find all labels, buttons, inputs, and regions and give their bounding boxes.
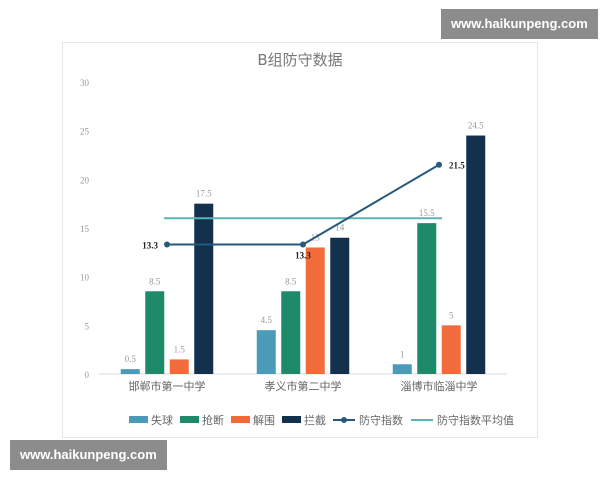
- bar-data-label: 14: [335, 223, 345, 233]
- index-point: [300, 241, 306, 248]
- bar-抢断: [417, 223, 437, 374]
- bar-解围: [169, 359, 189, 374]
- legend-swatch-拦截: [282, 416, 301, 423]
- bar-抢断: [145, 291, 165, 374]
- bar-解围: [441, 325, 461, 374]
- legend-swatch-解围: [231, 416, 250, 423]
- bar-data-label: 1: [400, 349, 405, 359]
- x-tick-label: 邯郸市第一中学: [129, 379, 206, 393]
- y-tick-label: 30: [80, 78, 90, 88]
- bar-data-label: 15.5: [419, 208, 435, 218]
- bar-data-label: 8.5: [285, 276, 297, 286]
- bar-解围: [305, 247, 325, 374]
- bar-失球: [256, 330, 276, 374]
- legend-label: 防守指数: [359, 413, 403, 427]
- watermark-bottom-left: www.haikunpeng.com: [10, 440, 167, 470]
- bar-抢断: [281, 291, 301, 374]
- y-tick-label: 15: [80, 224, 90, 234]
- legend-label: 防守指数平均值: [437, 413, 514, 427]
- y-tick-label: 5: [85, 321, 90, 331]
- legend-label: 拦截: [304, 413, 326, 427]
- y-tick-label: 25: [80, 127, 90, 137]
- index-point: [436, 161, 442, 168]
- index-point: [164, 241, 170, 248]
- x-tick-label: 孝义市第二中学: [265, 379, 342, 393]
- bar-data-label: 5: [449, 310, 454, 320]
- y-tick-label: 0: [85, 370, 90, 380]
- bar-data-label: 0.5: [125, 354, 137, 364]
- legend-marker: [341, 417, 347, 423]
- legend-label: 抢断: [202, 413, 224, 427]
- y-tick-label: 10: [80, 273, 90, 283]
- bar-拦截: [466, 135, 486, 374]
- index-data-label: 21.5: [449, 161, 465, 171]
- bar-data-label: 17.5: [196, 189, 212, 199]
- legend-swatch-抢断: [180, 416, 199, 423]
- legend-swatch-失球: [129, 416, 148, 423]
- bar-data-label: 1.5: [174, 344, 186, 354]
- x-tick-label: 淄博市临淄中学: [401, 379, 478, 393]
- bar-拦截: [194, 203, 214, 374]
- bar-data-label: 24.5: [468, 121, 484, 131]
- legend-label: 失球: [151, 413, 173, 427]
- bar-失球: [120, 369, 140, 374]
- bar-data-label: 4.5: [261, 315, 273, 325]
- y-tick-label: 20: [80, 175, 90, 185]
- index-data-label: 13.3: [295, 251, 311, 261]
- chart-card: B组防守数据 0 5 10 15 20 25 30 邯郸市第一中学 孝义市第二中学 淄博市临淄中学 0…: [62, 42, 538, 438]
- index-data-label: 13.3: [142, 241, 158, 251]
- bar-拦截: [330, 237, 350, 374]
- legend-label: 解围: [253, 413, 275, 427]
- bar-data-label: 8.5: [149, 276, 161, 286]
- bar-失球: [392, 364, 412, 374]
- chart-title: B组防守数据: [257, 51, 342, 69]
- watermark-top-right: www.haikunpeng.com: [441, 9, 598, 39]
